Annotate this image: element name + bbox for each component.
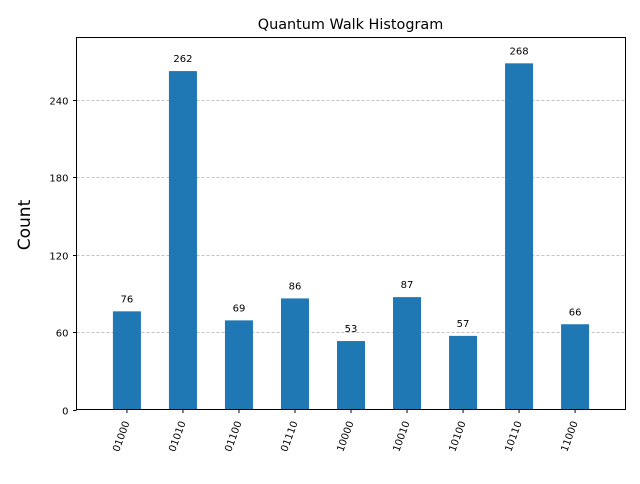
y-tick-label: 120 — [49, 252, 68, 263]
y-tick-label: 240 — [49, 97, 68, 108]
y-tick-label: 180 — [49, 174, 68, 185]
bar-value-label: 76 — [121, 294, 134, 305]
bar — [280, 298, 309, 410]
bar-value-label: 86 — [289, 281, 302, 292]
data-labels: 76 262 69 86 53 87 57 268 66 — [121, 46, 582, 335]
plot-frame — [76, 37, 626, 410]
y-axis-ticks: 0 60 120 180 240 — [49, 97, 77, 418]
chart-title: Quantum Walk Histogram — [258, 17, 443, 33]
bar — [393, 297, 422, 410]
y-tick-label: 60 — [56, 329, 69, 340]
bar-value-label: 268 — [510, 46, 529, 57]
bars — [112, 63, 590, 410]
bar — [336, 341, 366, 410]
gridlines — [76, 100, 626, 333]
bar — [449, 335, 478, 410]
bar — [112, 311, 141, 410]
y-tick-label: 0 — [62, 407, 68, 418]
bar — [505, 63, 534, 410]
bar — [224, 320, 253, 410]
bar-value-label: 262 — [173, 54, 192, 65]
bar — [168, 71, 197, 410]
bar-value-label: 57 — [457, 319, 470, 330]
y-axis-label: Count — [15, 199, 35, 250]
bar-value-label: 69 — [233, 303, 246, 314]
bar-value-label: 87 — [401, 280, 414, 291]
bar-value-label: 66 — [569, 307, 582, 318]
bar — [561, 324, 590, 410]
bar-value-label: 53 — [345, 324, 358, 335]
